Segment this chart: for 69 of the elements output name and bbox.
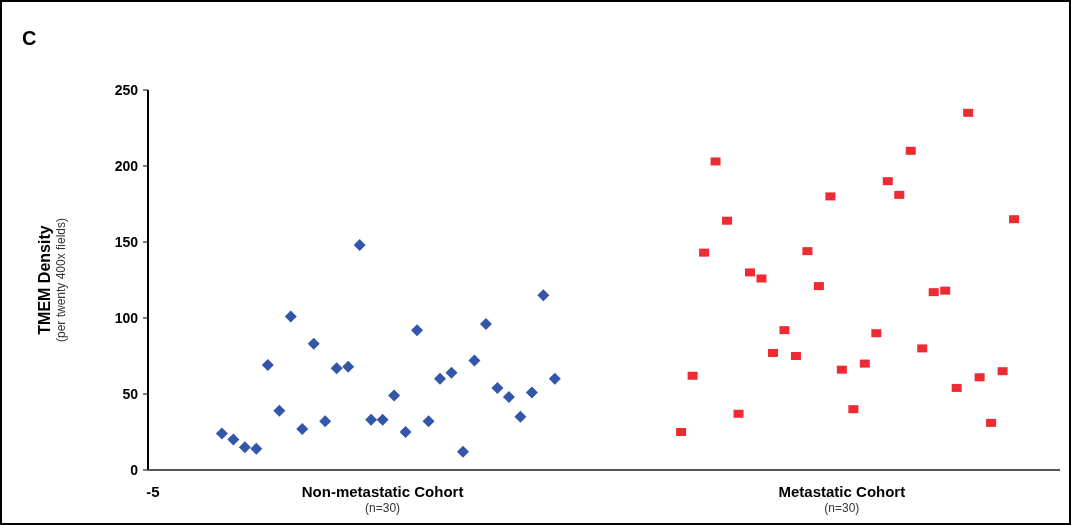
point — [710, 157, 721, 166]
point — [848, 405, 859, 414]
point — [974, 373, 985, 382]
point — [894, 190, 905, 199]
point — [951, 383, 962, 392]
point — [986, 418, 997, 427]
point — [238, 441, 251, 454]
y-tick-label: 100 — [114, 309, 139, 326]
point — [813, 282, 824, 291]
y-tick-label: 200 — [114, 157, 139, 174]
point — [445, 366, 458, 379]
point — [525, 386, 538, 399]
point — [790, 352, 801, 360]
point — [296, 422, 309, 435]
point — [756, 274, 767, 283]
point — [434, 372, 447, 385]
point — [227, 433, 240, 446]
point — [1009, 215, 1020, 224]
point — [676, 428, 687, 436]
point — [319, 415, 332, 428]
point — [353, 239, 366, 252]
point — [825, 192, 836, 201]
chart-title: C — [22, 27, 37, 49]
point — [215, 427, 228, 440]
point — [687, 371, 698, 380]
point — [928, 288, 939, 297]
point — [376, 413, 389, 426]
point — [479, 318, 492, 331]
point — [491, 381, 504, 394]
point — [365, 413, 378, 426]
point — [699, 248, 710, 257]
point — [537, 289, 550, 302]
point — [468, 354, 481, 367]
point — [917, 344, 928, 353]
point — [882, 177, 893, 186]
point — [284, 310, 297, 323]
point — [963, 108, 974, 117]
point — [330, 362, 343, 375]
point — [342, 360, 355, 373]
point — [399, 426, 412, 438]
point — [802, 247, 813, 256]
point — [502, 391, 515, 404]
point — [250, 442, 263, 455]
point — [745, 268, 756, 277]
x-tick-label: -5 — [146, 483, 160, 500]
point — [273, 404, 286, 417]
y-tick-label: 250 — [114, 81, 139, 98]
point — [307, 337, 320, 350]
y-tick-label: 0 — [130, 461, 139, 478]
point — [871, 329, 882, 338]
point — [940, 286, 951, 295]
point — [722, 216, 733, 225]
point — [548, 372, 561, 385]
point — [422, 415, 435, 428]
point — [411, 324, 424, 337]
point — [997, 367, 1008, 376]
point — [859, 359, 870, 368]
point — [767, 348, 778, 357]
point — [514, 410, 527, 423]
point — [779, 326, 790, 335]
point — [733, 409, 744, 418]
point — [836, 365, 847, 374]
point — [388, 389, 401, 402]
y-tick-label: 50 — [122, 385, 139, 402]
y-tick-label: 150 — [114, 233, 139, 250]
point — [261, 359, 274, 372]
y-axis-title: TMEM Density$_{(per twenty 400x fields)}$ — [36, 217, 68, 343]
point — [905, 146, 916, 155]
point — [456, 445, 469, 458]
